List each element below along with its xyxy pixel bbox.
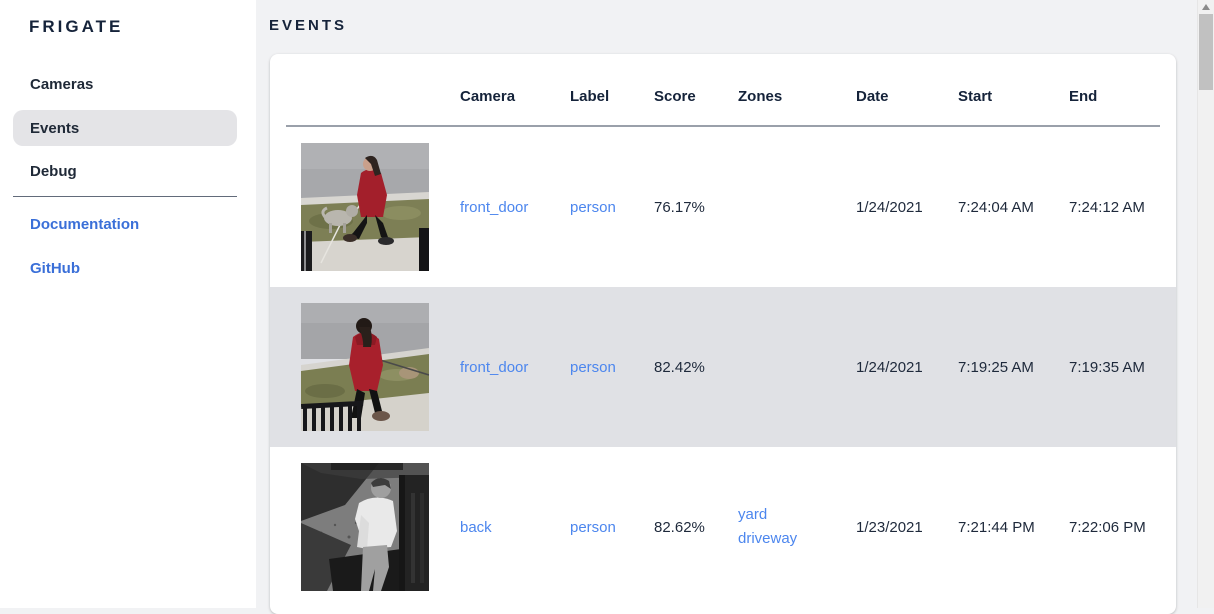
score-value: 82.62% (654, 518, 705, 536)
sidebar-item-cameras[interactable]: Cameras (13, 66, 237, 102)
start-time-value: 7:19:25 AM (958, 358, 1034, 376)
column-header-zones: Zones (738, 87, 783, 105)
event-thumbnail[interactable] (301, 303, 429, 431)
main-content: EVENTS Camera Label Score Zones Date Sta… (256, 0, 1197, 614)
end-time-value: 7:24:12 AM (1069, 198, 1145, 216)
table-header-row: Camera Label Score Zones Date Start End (286, 54, 1160, 127)
sidebar-item-label: Debug (30, 162, 77, 180)
sidebar: FRIGATE Cameras Events Debug Documentati… (0, 0, 256, 608)
table-row[interactable]: front_door person 76.17% 1/24/2021 7:24:… (286, 127, 1160, 287)
event-thumbnail[interactable] (301, 463, 429, 591)
up-triangle-icon (1202, 4, 1210, 10)
sidebar-link-label: GitHub (30, 259, 80, 277)
zone-link-driveway[interactable]: driveway (738, 530, 798, 547)
column-header-end: End (1069, 87, 1098, 105)
camera-link[interactable]: front_door (460, 358, 529, 376)
column-header-score: Score (654, 87, 696, 105)
sidebar-item-debug[interactable]: Debug (13, 153, 237, 189)
column-header-start: Start (958, 87, 993, 105)
label-link[interactable]: person (570, 518, 616, 536)
end-time-value: 7:22:06 PM (1069, 518, 1146, 536)
column-header-date: Date (856, 87, 889, 105)
zone-link-yard[interactable]: yard (738, 506, 768, 523)
camera-link[interactable]: back (460, 518, 492, 536)
start-time-value: 7:21:44 PM (958, 518, 1035, 536)
label-link[interactable]: person (570, 358, 616, 376)
scrollbar-thumb[interactable] (1199, 14, 1213, 90)
sidebar-link-label: Documentation (30, 215, 140, 233)
thumbnail-image (301, 463, 429, 591)
date-value: 1/24/2021 (856, 358, 923, 376)
vertical-scrollbar[interactable] (1197, 0, 1214, 608)
sidebar-link-documentation[interactable]: Documentation (13, 206, 237, 242)
events-table-card: Camera Label Score Zones Date Start End (270, 54, 1176, 614)
table-row[interactable]: back person 82.62% yard driveway 1/23/20… (286, 447, 1160, 607)
date-value: 1/23/2021 (856, 518, 923, 536)
sidebar-link-github[interactable]: GitHub (13, 250, 237, 286)
label-link[interactable]: person (570, 198, 616, 216)
sidebar-item-events[interactable]: Events (13, 110, 237, 146)
sidebar-divider (13, 196, 237, 197)
thumbnail-image (301, 143, 429, 271)
date-value: 1/24/2021 (856, 198, 923, 216)
score-value: 76.17% (654, 198, 705, 216)
camera-link[interactable]: front_door (460, 198, 529, 216)
table-row[interactable]: front_door person 82.42% 1/24/2021 7:19:… (270, 287, 1176, 447)
page-title: EVENTS (269, 17, 348, 34)
event-thumbnail[interactable] (301, 143, 429, 271)
column-header-camera: Camera (460, 87, 516, 105)
zones-cell: yard driveway (738, 503, 856, 551)
column-header-label: Label (570, 87, 610, 105)
thumbnail-image (301, 303, 429, 431)
scrollbar-up-arrow-icon[interactable] (1198, 1, 1214, 13)
start-time-value: 7:24:04 AM (958, 198, 1034, 216)
end-time-value: 7:19:35 AM (1069, 358, 1145, 376)
sidebar-item-label: Events (30, 119, 80, 137)
sidebar-item-label: Cameras (30, 75, 94, 93)
app-logo: FRIGATE (29, 17, 124, 36)
score-value: 82.42% (654, 358, 705, 376)
